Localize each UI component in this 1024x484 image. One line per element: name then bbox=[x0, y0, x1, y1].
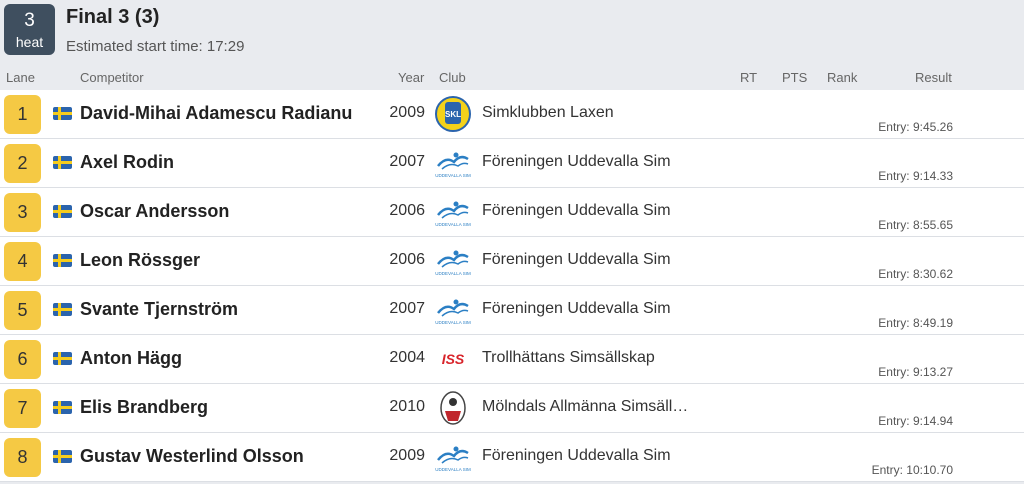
uddevalla-logo-text: UDDEVALLA SIM bbox=[435, 467, 471, 472]
heat-number: 3 bbox=[24, 10, 35, 31]
heat-title: Final 3 (3) bbox=[66, 6, 160, 28]
uddevalla-logo: UDDEVALLA SIM bbox=[434, 438, 472, 476]
birth-year: 2007 bbox=[389, 300, 425, 317]
club-name[interactable]: Trollhättans Simsällskap bbox=[482, 349, 655, 366]
heat-header: 3 heat Final 3 (3) Estimated start time:… bbox=[0, 0, 1024, 64]
birth-year: 2009 bbox=[389, 104, 425, 121]
competitor-name[interactable]: Elis Brandberg bbox=[80, 397, 209, 417]
uddevalla-logo-text: UDDEVALLA SIM bbox=[435, 271, 471, 276]
sweden-flag-icon bbox=[53, 156, 72, 169]
birth-year: 2004 bbox=[389, 349, 425, 366]
uddevalla-logo: UDDEVALLA SIM bbox=[434, 193, 472, 231]
competitor-row[interactable]: 8 Gustav Westerlind Olsson 2009 UDDEVALLA S… bbox=[0, 433, 1024, 482]
iss-logo: ISS bbox=[434, 340, 472, 378]
entry-time: Entry: 8:55.65 bbox=[878, 218, 953, 232]
entry-time: Entry: 9:14.94 bbox=[878, 414, 953, 428]
lane-number: 7 bbox=[4, 389, 41, 428]
club-name[interactable]: Mölndals Allmänna Simsäll… bbox=[482, 398, 689, 415]
column-header-row: Lane Competitor Year Club RT PTS Rank Re… bbox=[0, 64, 1024, 90]
birth-year: 2006 bbox=[389, 251, 425, 268]
club-name[interactable]: Föreningen Uddevalla Sim bbox=[482, 202, 671, 219]
column-pts: PTS bbox=[782, 70, 808, 85]
lane-number: 3 bbox=[4, 193, 41, 232]
column-result: Result bbox=[915, 70, 952, 85]
lane-number: 5 bbox=[4, 291, 41, 330]
sweden-flag-icon bbox=[53, 450, 72, 463]
lane-number: 8 bbox=[4, 438, 41, 477]
competitor-row[interactable]: 4 Leon Rössger 2006 UDDEVALLA SIM Föreningen… bbox=[0, 237, 1024, 286]
competitor-name[interactable]: Leon Rössger bbox=[80, 250, 201, 270]
column-competitor: Competitor bbox=[80, 70, 144, 85]
lane-number: 6 bbox=[4, 340, 41, 379]
column-rt: RT bbox=[740, 70, 758, 85]
competitor-list: 1 David-Mihai Adamescu Radianu 2009 SKL Simk… bbox=[0, 90, 1024, 482]
laxen-logo: SKL bbox=[434, 95, 472, 133]
uddevalla-logo-text: UDDEVALLA SIM bbox=[435, 320, 471, 325]
uddevalla-logo: UDDEVALLA SIM bbox=[434, 291, 472, 329]
competitor-row[interactable]: 3 Oscar Andersson 2006 UDDEVALLA SIM Förenin… bbox=[0, 188, 1024, 237]
sweden-flag-icon bbox=[53, 107, 72, 120]
competitor-name[interactable]: Axel Rodin bbox=[80, 152, 175, 172]
entry-time: Entry: 8:30.62 bbox=[878, 267, 953, 281]
entry-time: Entry: 8:49.19 bbox=[878, 316, 953, 330]
competitor-name[interactable]: Anton Hägg bbox=[80, 348, 182, 368]
club-name[interactable]: Simklubben Laxen bbox=[482, 104, 614, 121]
club-name[interactable]: Föreningen Uddevalla Sim bbox=[482, 251, 671, 268]
heat-label: heat bbox=[15, 34, 44, 50]
birth-year: 2010 bbox=[389, 398, 425, 415]
uddevalla-logo: UDDEVALLA SIM bbox=[434, 242, 472, 280]
column-rank: Rank bbox=[827, 70, 858, 85]
birth-year: 2007 bbox=[389, 153, 425, 170]
lane-number: 2 bbox=[4, 144, 41, 183]
iss-logo-text: ISS bbox=[442, 351, 465, 367]
laxen-logo-text: SKL bbox=[445, 110, 461, 119]
club-name[interactable]: Föreningen Uddevalla Sim bbox=[482, 300, 671, 317]
lane-number: 1 bbox=[4, 95, 41, 134]
competitor-row[interactable]: 6 Anton Hägg 2004 ISS Trollhättans Simsällsk… bbox=[0, 335, 1024, 384]
birth-year: 2006 bbox=[389, 202, 425, 219]
sweden-flag-icon bbox=[53, 303, 72, 316]
column-lane: Lane bbox=[6, 70, 35, 85]
competitor-row[interactable]: 2 Axel Rodin 2007 UDDEVALLA SIM Föreningen U… bbox=[0, 139, 1024, 188]
sweden-flag-icon bbox=[53, 352, 72, 365]
competitor-name[interactable]: Oscar Andersson bbox=[80, 201, 230, 221]
competitor-row[interactable]: 7 Elis Brandberg 2010 Mölndals Allmänna Sim… bbox=[0, 384, 1024, 433]
entry-time: Entry: 10:10.70 bbox=[871, 463, 953, 477]
entry-time: Entry: 9:45.26 bbox=[878, 120, 953, 134]
competitor-name[interactable]: Gustav Westerlind Olsson bbox=[80, 446, 304, 466]
uddevalla-logo: UDDEVALLA SIM bbox=[434, 144, 472, 182]
sweden-flag-icon bbox=[53, 401, 72, 414]
molndal-logo bbox=[434, 389, 472, 427]
club-name[interactable]: Föreningen Uddevalla Sim bbox=[482, 153, 671, 170]
entry-time: Entry: 9:13.27 bbox=[878, 365, 953, 379]
entry-time: Entry: 9:14.33 bbox=[878, 169, 953, 183]
birth-year: 2009 bbox=[389, 447, 425, 464]
heat-badge: 3 heat bbox=[4, 4, 55, 55]
lane-number: 4 bbox=[4, 242, 41, 281]
club-name[interactable]: Föreningen Uddevalla Sim bbox=[482, 447, 671, 464]
uddevalla-logo-text: UDDEVALLA SIM bbox=[435, 173, 471, 178]
competitor-row[interactable]: 5 Svante Tjernström 2007 UDDEVALLA SIM Fören… bbox=[0, 286, 1024, 335]
competitor-name[interactable]: Svante Tjernström bbox=[80, 299, 239, 319]
estimated-start-time: Estimated start time: 17:29 bbox=[66, 38, 245, 55]
sweden-flag-icon bbox=[53, 254, 72, 267]
column-year: Year bbox=[398, 70, 425, 85]
uddevalla-logo-text: UDDEVALLA SIM bbox=[435, 222, 471, 227]
competitor-name[interactable]: David-Mihai Adamescu Radianu bbox=[80, 103, 353, 123]
competitor-row[interactable]: 1 David-Mihai Adamescu Radianu 2009 SKL Simk… bbox=[0, 90, 1024, 139]
column-club: Club bbox=[439, 70, 466, 85]
sweden-flag-icon bbox=[53, 205, 72, 218]
